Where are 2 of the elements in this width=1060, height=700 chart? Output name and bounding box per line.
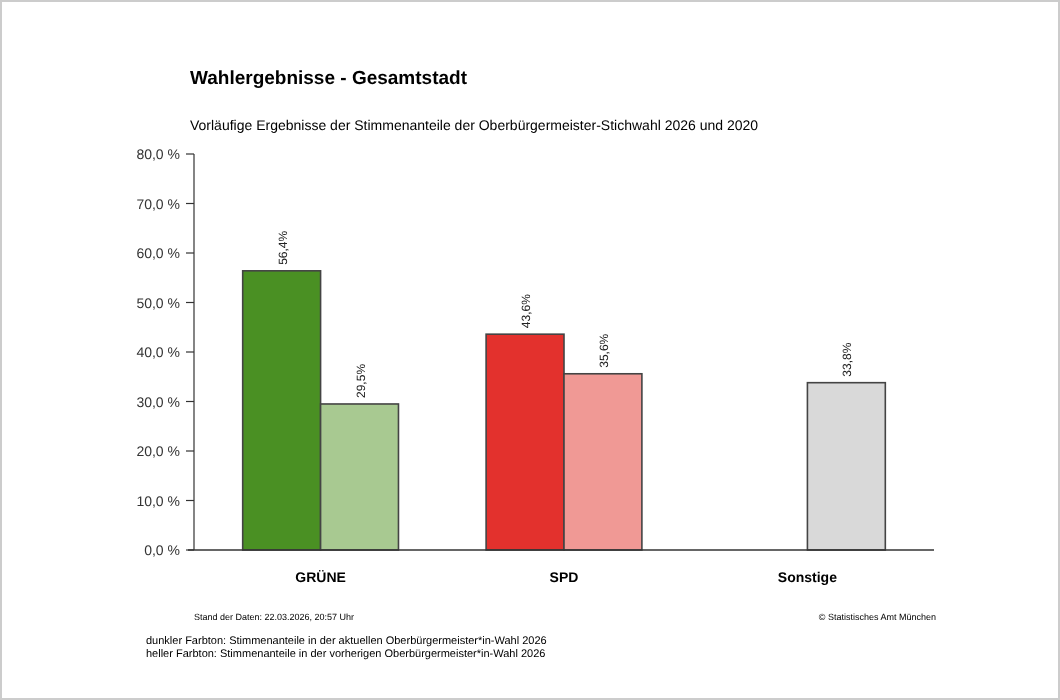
- bar: [806, 381, 887, 551]
- chart-title: Wahlergebnisse - Gesamtstadt: [190, 68, 469, 90]
